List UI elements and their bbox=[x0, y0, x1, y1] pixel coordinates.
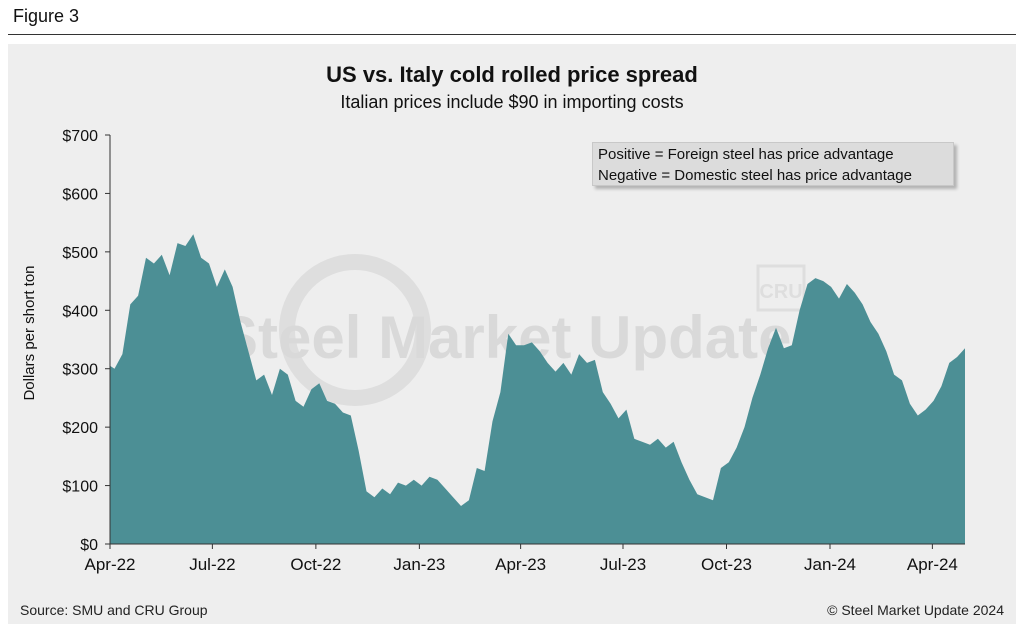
y-tick-label: $100 bbox=[62, 479, 98, 496]
x-tick-label: Jan-24 bbox=[804, 555, 856, 574]
watermark: Steel Market Update CRU bbox=[218, 254, 806, 406]
x-tick-label: Apr-24 bbox=[907, 555, 958, 574]
watermark-swoosh-icon bbox=[279, 254, 431, 406]
x-tick-label: Jan-23 bbox=[393, 555, 445, 574]
watermark-text: Steel Market Update bbox=[218, 304, 792, 371]
y-tick-label: $600 bbox=[62, 186, 98, 203]
chart-subtitle: Italian prices include $90 in importing … bbox=[340, 92, 684, 112]
legend-line-negative: Negative = Domestic steel has price adva… bbox=[598, 167, 912, 184]
top-divider bbox=[8, 34, 1016, 35]
y-axis-label: Dollars per short ton bbox=[21, 265, 38, 400]
copyright-note: © Steel Market Update 2024 bbox=[827, 602, 1004, 618]
x-tick-label: Apr-22 bbox=[84, 555, 135, 574]
area-series bbox=[110, 234, 965, 545]
x-tick-label: Jul-23 bbox=[600, 555, 646, 574]
y-tick-label: $500 bbox=[62, 245, 98, 262]
x-tick-label: Apr-23 bbox=[495, 555, 546, 574]
chart-title: US vs. Italy cold rolled price spread bbox=[326, 62, 698, 87]
x-tick-label: Oct-22 bbox=[290, 555, 341, 574]
y-tick-label: $300 bbox=[62, 362, 98, 379]
y-tick-label: $700 bbox=[62, 128, 98, 145]
y-tick-label: $200 bbox=[62, 420, 98, 437]
legend-line-positive: Positive = Foreign steel has price advan… bbox=[598, 146, 894, 163]
source-note: Source: SMU and CRU Group bbox=[20, 602, 208, 618]
x-tick-label: Oct-23 bbox=[701, 555, 752, 574]
figure-label: Figure 3 bbox=[13, 6, 80, 26]
y-tick-label: $0 bbox=[80, 537, 98, 554]
watermark-badge-icon bbox=[756, 264, 806, 312]
watermark-badge-text: CRU bbox=[759, 281, 802, 303]
legend-note: Positive = Foreign steel has price advan… bbox=[592, 142, 954, 186]
y-tick-label: $400 bbox=[62, 303, 98, 320]
plot-area: $0 $100 $200 $300 $400 $500 $600 $700 Apr-22 Jul-… bbox=[62, 128, 965, 574]
x-tick-label: Jul-22 bbox=[189, 555, 235, 574]
